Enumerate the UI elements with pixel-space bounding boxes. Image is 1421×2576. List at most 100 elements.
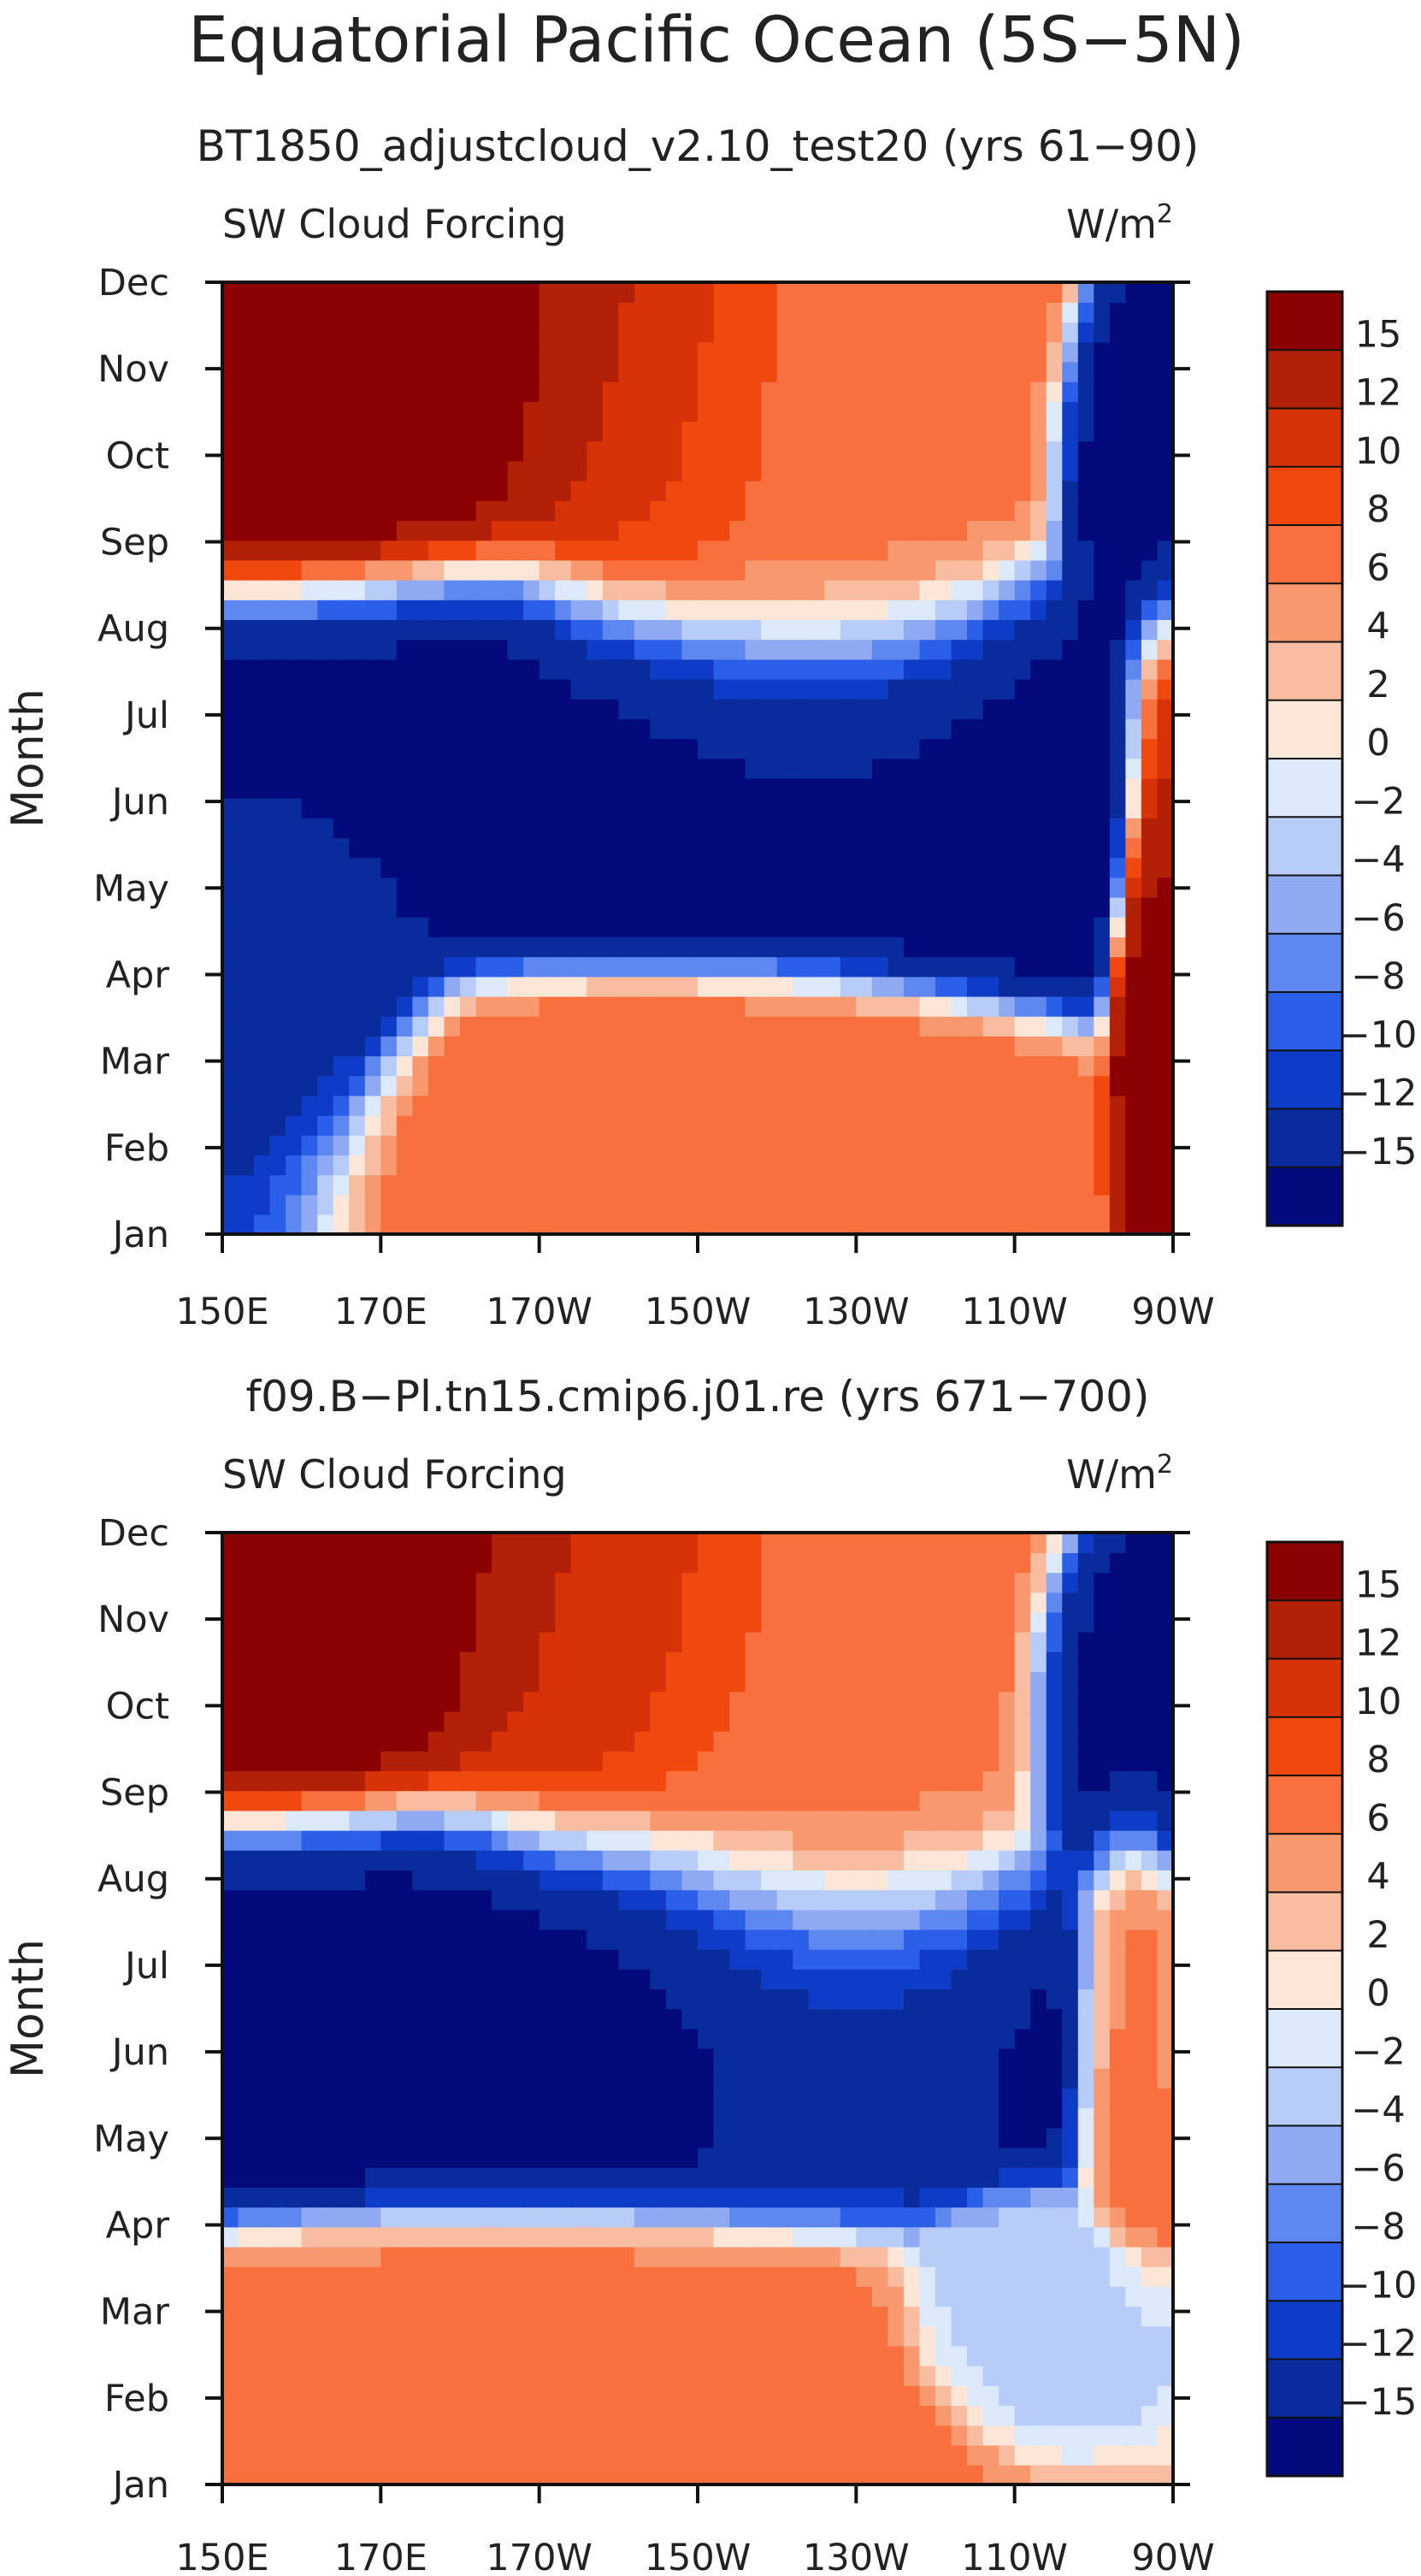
heatmap-cell xyxy=(681,341,699,363)
heatmap-cell xyxy=(286,2107,303,2129)
heatmap-cell xyxy=(1157,1889,1174,1911)
heatmap-cell xyxy=(333,322,351,343)
heatmap-cell xyxy=(634,2107,652,2129)
heatmap-cell xyxy=(935,1055,952,1077)
heatmap-cell xyxy=(681,1135,699,1156)
heatmap-cell xyxy=(269,1075,286,1096)
heatmap-cell xyxy=(1077,2226,1095,2248)
heatmap-cell xyxy=(808,1114,826,1136)
heatmap-cell xyxy=(1046,2266,1064,2287)
heatmap-cell xyxy=(427,2127,445,2148)
heatmap-cell xyxy=(269,480,286,501)
heatmap-cell xyxy=(681,2207,699,2228)
heatmap-cell xyxy=(507,2405,524,2426)
heatmap-cell xyxy=(460,421,477,442)
heatmap-cell xyxy=(333,1850,351,1870)
heatmap-cell xyxy=(698,2425,715,2446)
heatmap-cell xyxy=(238,1075,255,1096)
heatmap-cell xyxy=(776,818,793,839)
heatmap-cell xyxy=(555,2345,572,2366)
heatmap-cell xyxy=(713,797,730,818)
heatmap-cell xyxy=(412,777,429,799)
heatmap-cell xyxy=(380,896,398,918)
heatmap-cell xyxy=(412,1214,429,1235)
heatmap-cell xyxy=(1014,579,1031,600)
heatmap-cell xyxy=(602,500,620,522)
heatmap-cell xyxy=(396,361,414,382)
heatmap-cell xyxy=(222,797,239,818)
heatmap-cell xyxy=(364,1988,382,2010)
heatmap-cell xyxy=(999,1055,1016,1077)
heatmap-cell xyxy=(919,1929,936,1950)
heatmap-cell xyxy=(602,282,620,303)
heatmap-cell xyxy=(903,777,921,799)
heatmap-cell xyxy=(602,2425,620,2446)
heatmap-cell xyxy=(951,1174,968,1196)
heatmap-cell xyxy=(412,1889,429,1911)
heatmap-cell xyxy=(935,322,952,343)
heatmap-cell xyxy=(333,2167,351,2188)
heatmap-cell xyxy=(539,1870,556,1891)
heatmap-cell xyxy=(824,2147,841,2168)
heatmap-cell xyxy=(698,322,715,343)
heatmap-cell xyxy=(587,1909,604,1930)
heatmap-cell xyxy=(1094,896,1111,918)
heatmap-cell xyxy=(634,1095,652,1116)
heatmap-cell xyxy=(1046,2444,1064,2466)
heatmap-cell xyxy=(444,1155,461,1176)
heatmap-cell xyxy=(460,1929,477,1950)
heatmap-cell xyxy=(523,2444,540,2466)
heatmap-cell xyxy=(444,1135,461,1156)
heatmap-cell xyxy=(507,1015,524,1037)
heatmap-cell xyxy=(222,2325,239,2347)
heatmap-cell xyxy=(254,2306,271,2327)
heatmap-cell xyxy=(380,2425,398,2446)
heatmap-cell xyxy=(1157,460,1174,482)
heatmap-cell xyxy=(539,2107,556,2129)
heatmap-cell xyxy=(1014,2127,1031,2148)
heatmap-cell xyxy=(745,2246,762,2267)
heatmap-cell xyxy=(317,540,334,561)
heatmap-cell xyxy=(793,361,810,382)
heatmap-cell xyxy=(1094,500,1111,522)
heatmap-cell xyxy=(1030,2088,1047,2109)
heatmap-cell xyxy=(254,2028,271,2049)
heatmap-cell xyxy=(681,678,699,700)
heatmap-cell xyxy=(396,2187,414,2208)
heatmap-cell xyxy=(1094,2405,1111,2426)
heatmap-cell xyxy=(1157,2365,1174,2386)
heatmap-cell xyxy=(761,1988,778,2010)
heatmap-cell xyxy=(1109,619,1127,641)
heatmap-cell xyxy=(1109,1829,1127,1851)
heatmap-cell xyxy=(475,777,492,799)
heatmap-cell xyxy=(634,758,652,779)
heatmap-cell xyxy=(1094,2385,1111,2407)
heatmap-cell xyxy=(793,777,810,799)
heatmap-cell xyxy=(650,600,667,620)
heatmap-cell xyxy=(587,818,604,839)
heatmap-cell xyxy=(269,1889,286,1911)
heatmap-cell xyxy=(254,2444,271,2466)
heatmap-cell xyxy=(1125,678,1142,700)
heatmap-cell xyxy=(396,797,414,818)
heatmap-cell xyxy=(634,797,652,818)
heatmap-cell xyxy=(729,956,746,978)
heatmap-cell xyxy=(935,877,952,898)
heatmap-cell xyxy=(523,2107,540,2129)
heatmap-cell xyxy=(951,1095,968,1116)
heatmap-cell xyxy=(871,777,889,799)
heatmap-cell xyxy=(523,639,540,660)
heatmap-cell xyxy=(745,540,762,561)
heatmap-cell xyxy=(808,579,826,600)
heatmap-cell xyxy=(1030,1075,1047,1096)
heatmap-cell xyxy=(475,2107,492,2129)
heatmap-cell xyxy=(492,302,509,323)
heatmap-cell xyxy=(698,1870,715,1891)
heatmap-cell xyxy=(349,1889,366,1911)
heatmap-cell xyxy=(1094,2325,1111,2347)
heatmap-cell xyxy=(539,2226,556,2248)
heatmap-cell xyxy=(1077,678,1095,700)
heatmap-cell xyxy=(1077,2345,1095,2366)
heatmap-cell xyxy=(602,1214,620,1235)
heatmap-cell xyxy=(444,777,461,799)
